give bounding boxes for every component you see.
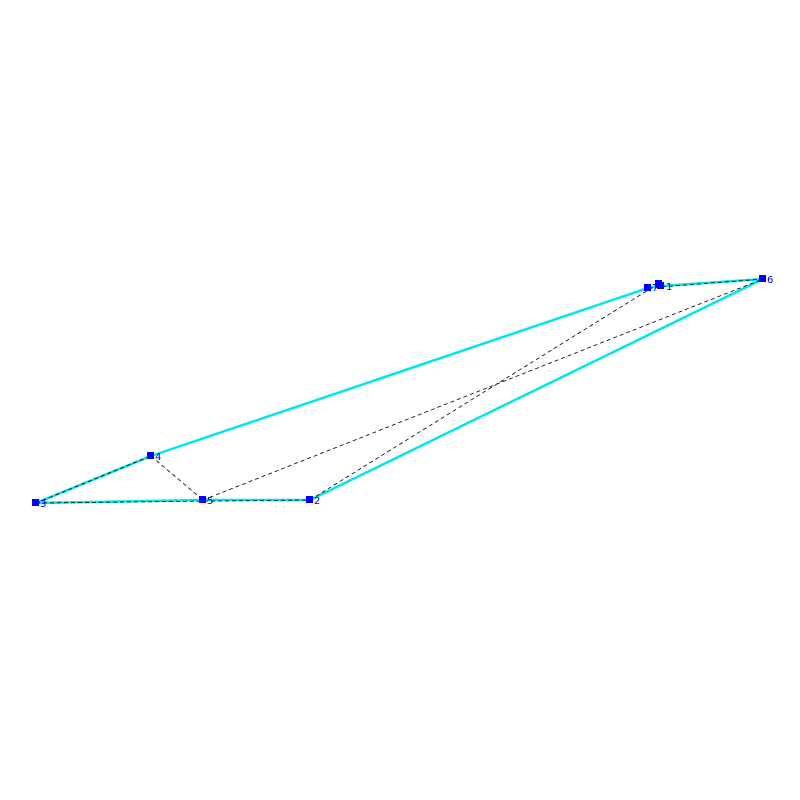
node [306, 496, 313, 503]
dashed-edges [35, 278, 764, 504]
node-label: 7 [652, 283, 658, 294]
node-label: 3 [40, 499, 46, 510]
nodes: 1 2 3 4 5 6 7 [32, 275, 773, 510]
node-label: 2 [314, 496, 320, 507]
node-label: 4 [155, 452, 161, 463]
node [644, 284, 651, 291]
node [759, 275, 766, 282]
node-label: 6 [767, 275, 773, 286]
dashed-edge [150, 455, 204, 501]
polygon-edges [35, 277, 764, 505]
node [32, 499, 39, 506]
node [199, 496, 206, 503]
dashed-edge [35, 499, 311, 504]
polygon-outline [35, 277, 764, 505]
dashed-edge [309, 283, 659, 501]
node-label: 1 [666, 282, 672, 293]
node [147, 452, 154, 459]
dashed-edge [647, 278, 764, 289]
dashed-edge [202, 278, 764, 501]
node [655, 280, 662, 287]
node-label: 5 [207, 496, 213, 507]
